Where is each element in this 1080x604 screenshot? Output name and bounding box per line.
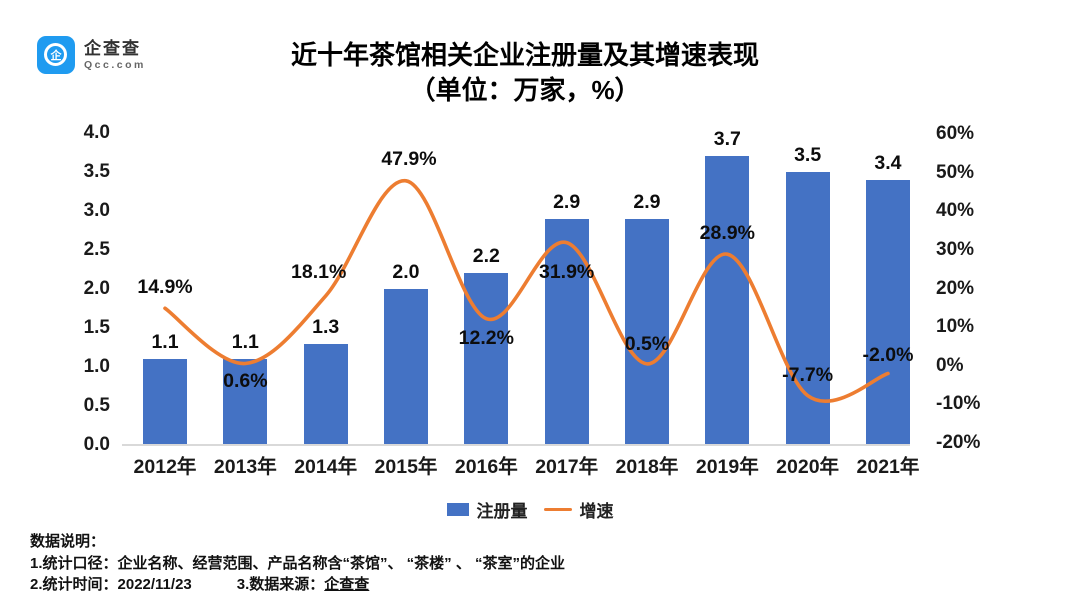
y-axis-right-tick: 0% <box>936 354 964 376</box>
bar-value-label: 1.1 <box>151 331 179 354</box>
x-axis-label: 2017年 <box>535 456 599 478</box>
legend-label-registrations: 注册量 <box>476 502 528 521</box>
y-axis-right-tick: 50% <box>936 161 975 183</box>
qcc-logo-glyph: 企 <box>50 50 62 62</box>
logo-brand-name: 企查查 <box>84 39 141 59</box>
chart-title-line2: （单位：万家，%） <box>409 75 641 105</box>
y-axis-right-tick: -20% <box>936 432 981 454</box>
x-axis-label: 2012年 <box>133 456 197 478</box>
bar-2021年 <box>865 179 910 445</box>
x-axis-label: 2016年 <box>454 456 518 478</box>
bar-value-label: 1.3 <box>312 315 340 338</box>
qcc-logo-icon: 企 <box>37 36 75 74</box>
x-axis-line <box>122 444 910 446</box>
line-value-label: 28.9% <box>699 222 755 245</box>
x-axis-label: 2021年 <box>856 456 920 478</box>
notes-time-source-line: 2.统计时间：2022/11/23 3.数据来源：企查查 <box>30 574 565 596</box>
notes-source-name: 企查查 <box>324 576 370 593</box>
bar-value-label: 2.0 <box>392 261 420 283</box>
legend-item-growth: 增速 <box>543 497 614 522</box>
y-axis-right-tick: 20% <box>936 277 975 299</box>
bar-value-label: 2.9 <box>553 190 581 213</box>
bar-2017年 <box>544 218 589 445</box>
y-axis-left-tick: 3.5 <box>83 161 110 182</box>
y-axis-left-tick: 4.0 <box>83 122 110 143</box>
notes-time: 2.统计时间：2022/11/23 <box>30 576 192 593</box>
qcc-logo: 企 企查查 Qcc.com <box>37 36 146 74</box>
logo-domain: Qcc.com <box>84 58 146 71</box>
x-axis-label: 2015年 <box>374 456 438 478</box>
bar-value-label: 3.7 <box>713 128 741 151</box>
line-value-label: 14.9% <box>137 276 193 299</box>
y-axis-left-tick: 0.0 <box>83 434 110 455</box>
legend: 注册量 增速 <box>0 497 1060 522</box>
y-axis-right-tick: 60% <box>936 123 975 145</box>
bar-value-label: 2.9 <box>633 190 661 213</box>
notes-source-label: 3.数据来源： <box>236 576 325 593</box>
x-axis-label: 2020年 <box>776 456 840 478</box>
bar-value-label: 3.5 <box>794 144 822 166</box>
bar-value-label: 1.1 <box>231 331 259 354</box>
bar-series-swatch <box>446 503 469 516</box>
y-axis-left-tick: 0.5 <box>83 395 110 416</box>
bar-2015年 <box>383 289 428 445</box>
bar-2014年 <box>303 343 348 445</box>
line-value-label: -2.0% <box>862 343 914 366</box>
data-notes: 数据说明： 1.统计口径：企业名称、经营范围、产品名称含“茶馆”、 “茶楼” 、… <box>30 531 565 596</box>
x-axis-label: 2013年 <box>213 456 277 478</box>
y-axis-right-tick: 30% <box>936 238 975 260</box>
line-value-label: 0.5% <box>624 332 670 355</box>
x-axis-label: 2018年 <box>615 456 679 478</box>
qcc-logo-text: 企查查 Qcc.com <box>84 39 146 71</box>
chart-title-line1: 近十年茶馆相关企业注册量及其增速表现 <box>290 40 759 70</box>
y-axis-left-tick: 1.0 <box>83 356 110 377</box>
y-axis-right-tick: 40% <box>936 200 975 222</box>
line-value-label: 0.6% <box>223 370 268 393</box>
line-value-label: 18.1% <box>291 260 347 283</box>
chart-title: 近十年茶馆相关企业注册量及其增速表现 （单位：万家，%） <box>0 38 1050 108</box>
notes-heading: 数据说明： <box>30 533 106 550</box>
magnifier-ring-icon <box>44 43 67 66</box>
bar-value-label: 2.2 <box>472 245 500 268</box>
bar-2020年 <box>785 172 830 445</box>
line-value-label: 31.9% <box>538 260 595 283</box>
line-value-label: -7.7% <box>782 363 834 386</box>
line-value-label: 12.2% <box>458 326 514 349</box>
bar-2019年 <box>705 156 750 445</box>
legend-item-registrations: 注册量 <box>446 497 528 522</box>
y-axis-left-tick: 1.5 <box>83 317 110 338</box>
bar-2016年 <box>464 273 509 445</box>
bar-value-label: 3.4 <box>874 151 902 174</box>
bar-2012年 <box>143 359 187 445</box>
y-axis-left-tick: 2.5 <box>83 239 110 260</box>
y-axis-left-tick: 2.0 <box>83 278 110 299</box>
line-series-swatch <box>543 507 572 512</box>
y-axis-left-tick: 3.0 <box>83 200 110 221</box>
notes-scope-line: 1.统计口径：企业名称、经营范围、产品名称含“茶馆”、 “茶楼” 、 “茶室”的… <box>30 554 566 572</box>
line-value-label: 47.9% <box>381 147 437 170</box>
x-axis-label: 2014年 <box>294 456 358 478</box>
x-axis-label: 2019年 <box>695 456 759 478</box>
y-axis-right-tick: -10% <box>936 393 981 415</box>
legend-label-growth: 增速 <box>579 502 614 521</box>
y-axis-right-tick: 10% <box>936 316 975 338</box>
